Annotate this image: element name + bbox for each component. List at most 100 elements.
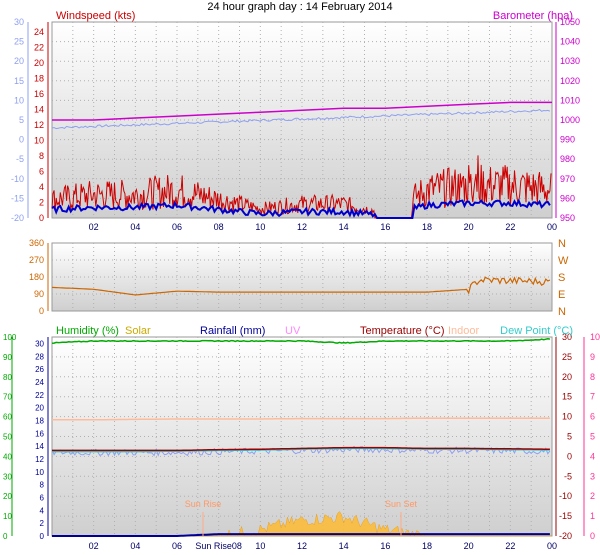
y-tick-label: 60 [3, 413, 12, 422]
y-tick-label: -20 [11, 213, 24, 223]
x-tick-label: 04 [130, 222, 140, 232]
y-tick-label: 1000 [560, 115, 580, 125]
dewpoint-line [52, 447, 550, 453]
y-tick-label: 15 [14, 76, 24, 86]
y-tick-label: 24 [35, 378, 44, 387]
y-tick-label: -5 [564, 471, 572, 481]
x-tick-label: 18 [422, 222, 432, 232]
sunrise-label: Sun Rise [185, 499, 222, 509]
x-tick-label: 22 [505, 541, 515, 551]
y-tick-label: 22 [35, 391, 44, 400]
y-tick-label: 90 [34, 289, 44, 299]
barometer-line [52, 101, 552, 121]
legend-dewpoint: Dew Point (°C) [500, 325, 573, 337]
wind-gust-line [51, 155, 552, 219]
y-tick-label: 16 [34, 89, 44, 99]
compass-label: E [558, 289, 565, 301]
y-tick-label: 70 [3, 393, 12, 402]
legend-temperature: Temperature (°C) [360, 325, 444, 337]
y-tick-label: 8 [39, 151, 44, 161]
y-tick-label: 24 [34, 27, 44, 37]
x-tick-label: 02 [89, 541, 99, 551]
compass-label: S [558, 272, 565, 284]
x-tick-label: 14 [339, 222, 349, 232]
x-tick-label: 02 [89, 222, 99, 232]
y-tick-label: 10 [34, 136, 44, 146]
y-tick-label: 18 [34, 74, 44, 84]
x-tick-label: 08 [214, 222, 224, 232]
y-tick-label: 10 [14, 95, 24, 105]
y-tick-label: 2 [40, 519, 45, 528]
outdoor-secondary-line [51, 445, 551, 457]
x-tick-label: 18 [422, 541, 432, 551]
indoor-line [52, 417, 550, 421]
y-tick-label: 1 [590, 511, 595, 521]
x-tick-label: 04 [130, 541, 140, 551]
temperature-line [51, 108, 551, 130]
y-tick-label: 950 [560, 213, 575, 223]
y-tick-label: 1020 [560, 76, 580, 86]
y-tick-label: 10 [35, 468, 44, 477]
y-tick-label: 10 [562, 412, 572, 422]
y-tick-label: 30 [35, 339, 44, 348]
y-tick-label: 20 [562, 372, 572, 382]
y-tick-label: 30 [3, 472, 12, 481]
y-tick-label: 25 [562, 352, 572, 362]
y-tick-label: 2 [590, 491, 595, 501]
y-tick-label: -10 [11, 174, 24, 184]
y-tick-label: 270 [29, 255, 44, 265]
data-series [51, 101, 552, 537]
y-tick-label: 6 [590, 412, 595, 422]
y-tick-label: 15 [562, 392, 572, 402]
y-tick-label: 1030 [560, 56, 580, 66]
x-tick-label: 06 [172, 541, 182, 551]
y-tick-label: 9 [590, 352, 595, 362]
compass-label: N [558, 238, 566, 250]
y-tick-label: -15 [11, 193, 24, 203]
x-tick-label: 16 [380, 222, 390, 232]
y-tick-label: 990 [560, 135, 575, 145]
y-tick-label: 28 [35, 352, 44, 361]
y-tick-label: 360 [29, 238, 44, 248]
y-tick-label: 6 [39, 167, 44, 177]
y-tick-label: 4 [590, 451, 595, 461]
y-tick-label: 14 [35, 442, 44, 451]
y-tick-label: 100 [3, 333, 17, 342]
x-tick-label: Sun Rise08 [195, 541, 242, 551]
legend-indoor: Indoor [448, 325, 480, 337]
y-tick-label: 5 [567, 432, 572, 442]
legend-solar: Solar [125, 325, 151, 337]
y-tick-label: 180 [29, 272, 44, 282]
y-tick-label: -15 [559, 511, 572, 521]
y-tick-label: 14 [34, 105, 44, 115]
compass-label: N [558, 306, 566, 318]
y-tick-label: 10 [3, 512, 12, 521]
temperature-line [52, 446, 550, 452]
x-tick-label: 16 [380, 541, 390, 551]
x-tick-label: 00 [547, 541, 557, 551]
y-tick-label: 8 [590, 372, 595, 382]
y-tick-label: 20 [3, 492, 12, 501]
y-tick-label: 30 [562, 332, 572, 342]
y-tick-label: 5 [590, 432, 595, 442]
y-tick-label: 1050 [560, 17, 580, 27]
x-tick-label: 12 [297, 222, 307, 232]
y-tick-label: 4 [40, 506, 45, 515]
y-tick-label: 980 [560, 154, 575, 164]
x-tick-label: 20 [464, 541, 474, 551]
rainfall-line [52, 533, 550, 537]
y-tick-label: 1040 [560, 37, 580, 47]
y-tick-label: 30 [14, 17, 24, 27]
y-tick-label: 6 [40, 493, 45, 502]
y-tick-label: 80 [3, 373, 12, 382]
y-tick-label: -10 [559, 491, 572, 501]
x-tick-label: 06 [172, 222, 182, 232]
y-tick-label: 16 [35, 429, 44, 438]
x-tick-label: 12 [297, 541, 307, 551]
x-tick-label: 10 [255, 541, 265, 551]
y-tick-label: 10 [590, 332, 600, 342]
barometer-label: Barometer (hpa) [493, 10, 573, 22]
y-tick-label: 40 [3, 452, 12, 461]
legend-rainfall: Rainfall (mm) [200, 325, 265, 337]
